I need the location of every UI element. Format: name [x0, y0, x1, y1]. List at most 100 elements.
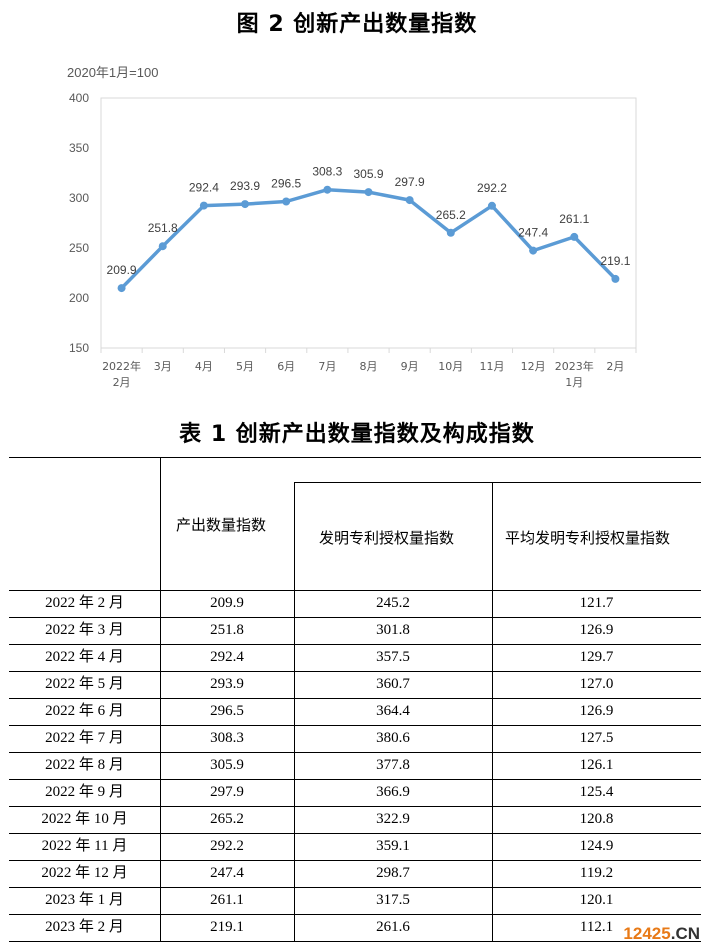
data-label: 292.2: [477, 181, 507, 195]
data-point: [611, 274, 620, 283]
x-tick-label: 2月: [606, 360, 624, 373]
x-tick-label: 2月: [113, 376, 131, 389]
data-point: [117, 284, 126, 293]
y-tick-label: 400: [69, 91, 89, 105]
row-value-cell: 245.2: [376, 595, 410, 611]
y-tick-label: 300: [69, 191, 89, 205]
row-divider: [9, 617, 701, 618]
row-value-cell: 360.7: [376, 676, 410, 692]
data-label: 219.1: [600, 254, 630, 268]
base-note: 2020年1月=100: [67, 65, 158, 80]
data-labels: 209.9 251.8 292.4 293.9 296.5 308.3 305.9 297.9…: [107, 165, 631, 277]
x-tick-label: 6月: [277, 360, 295, 373]
data-label: 261.1: [559, 212, 589, 226]
x-tick-label: 5月: [236, 360, 254, 373]
row-value-cell: 322.9: [376, 811, 410, 827]
data-label: 265.2: [436, 208, 466, 222]
row-value-cell: 292.4: [210, 649, 244, 665]
x-tick-label: 12月: [521, 360, 546, 373]
watermark: 12425.CN: [623, 924, 700, 944]
x-tick-label: 2023年: [555, 359, 594, 373]
row-value-cell: 124.9: [579, 838, 614, 854]
data-point: [158, 242, 167, 251]
x-axis: 2022年 2月 3月 4月 5月 6月 7月 8月 9月 10月 11月 12月 2023年 1月 2月: [100, 348, 637, 389]
row-date-cell: 2022 年 2 月: [45, 595, 124, 611]
row-divider: [9, 644, 701, 645]
data-label: 251.8: [148, 221, 178, 235]
row-value-cell: 317.5: [376, 892, 410, 908]
watermark-dot: .: [670, 924, 676, 943]
data-point: [364, 188, 373, 197]
data-point: [282, 197, 291, 206]
row-value-cell: 298.7: [376, 865, 410, 881]
row-date-cell: 2023 年 1 月: [45, 892, 124, 908]
data-point: [199, 201, 208, 210]
x-tick-label: 2022年: [102, 359, 141, 373]
watermark-suffix: CN: [675, 924, 700, 943]
x-tick-label: 1月: [565, 376, 583, 389]
row-value-cell: 301.8: [376, 622, 410, 638]
row-value-cell: 119.2: [579, 865, 614, 881]
row-value-cell: 247.4: [210, 865, 244, 881]
row-value-cell: 251.8: [210, 622, 244, 638]
row-value-cell: 112.1: [579, 919, 614, 935]
x-tick-label: 8月: [360, 360, 378, 373]
data-point: [487, 201, 496, 210]
y-axis: 150 200 250 300 350 400: [69, 91, 89, 355]
row-value-cell: 129.7: [579, 649, 614, 665]
row-divider: [9, 833, 701, 834]
table-title: 表 1 创新产出数量指数及构成指数: [179, 422, 535, 447]
row-divider: [9, 941, 701, 942]
figure-title: 图 2 创新产出数量指数: [236, 12, 478, 37]
row-value-cell: 219.1: [210, 919, 244, 935]
row-value-cell: 292.2: [210, 838, 244, 854]
data-label: 293.9: [230, 179, 260, 193]
row-value-cell: 265.2: [210, 811, 244, 827]
y-tick-label: 150: [69, 341, 89, 355]
data-label: 296.5: [271, 177, 301, 191]
col-divider-2: [294, 482, 295, 941]
data-label: 305.9: [353, 167, 383, 181]
table-top-border: [9, 457, 701, 458]
data-label: 297.9: [395, 175, 425, 189]
row-date-cell: 2022 年 8 月: [45, 757, 124, 773]
data-label: 292.4: [189, 181, 219, 195]
row-value-cell: 120.8: [579, 811, 614, 827]
row-value-cell: 121.7: [579, 595, 614, 611]
data-points: [117, 185, 620, 293]
row-date-cell: 2022 年 11 月: [41, 838, 128, 854]
row-date-cell: 2022 年 10 月: [41, 811, 128, 827]
data-label: 209.9: [107, 263, 137, 277]
row-value-cell: 366.9: [376, 784, 410, 800]
row-date-cell: 2022 年 5 月: [45, 676, 124, 692]
x-tick-label: 10月: [438, 360, 463, 373]
row-divider: [9, 914, 701, 915]
subheader-line: [294, 482, 701, 483]
row-date-cell: 2022 年 3 月: [45, 622, 124, 638]
header-output-index: 产出数量指数: [176, 516, 267, 534]
header-patent-index: 发明专利授权量指数: [319, 529, 455, 547]
row-divider: [9, 887, 701, 888]
row-value-cell: 261.6: [376, 919, 410, 935]
row-value-cell: 308.3: [210, 730, 244, 746]
row-value-cell: 296.5: [210, 703, 244, 719]
row-value-cell: 126.1: [579, 757, 614, 773]
row-value-cell: 127.5: [579, 730, 614, 746]
row-value-cell: 209.9: [210, 595, 244, 611]
x-tick-label: 9月: [401, 360, 419, 373]
y-tick-label: 350: [69, 141, 89, 155]
x-tick-label: 4月: [195, 360, 213, 373]
row-value-cell: 359.1: [376, 838, 410, 854]
row-value-cell: 127.0: [579, 676, 614, 692]
col-divider-3: [492, 482, 493, 941]
y-tick-label: 250: [69, 241, 89, 255]
row-value-cell: 120.1: [579, 892, 614, 908]
row-date-cell: 2022 年 4 月: [45, 649, 124, 665]
row-divider: [9, 806, 701, 807]
line-chart: 2020年1月=100 150 200 250 300 350 400 2022年 2月 3月…: [67, 65, 637, 389]
row-date-cell: 2022 年 9 月: [45, 784, 124, 800]
x-tick-label: 3月: [154, 360, 172, 373]
watermark-number: 12425: [623, 924, 671, 943]
row-value-cell: 126.9: [579, 703, 614, 719]
row-date-cell: 2022 年 7 月: [45, 730, 124, 746]
